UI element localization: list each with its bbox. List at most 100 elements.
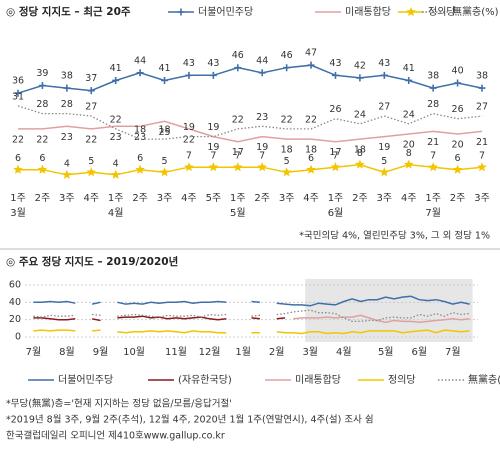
value-label: 28 [427,99,439,110]
x-tick-label: 4주 [181,193,197,204]
x-month-label: 3월 [10,207,26,219]
marker [380,71,388,79]
value-label: 18 [134,125,146,136]
value-label: 22 [281,114,293,125]
x-tick-label: 1주 [108,193,124,204]
x-tick-label: 10월 [123,346,145,358]
value-label: 18 [305,145,317,156]
marker [233,162,243,172]
x-tick-label: 8월 [59,346,75,358]
value-label: 7 [235,151,241,162]
x-tick-label: 4주 [303,193,319,204]
legend-marker [406,7,416,17]
value-label: 23 [110,132,122,143]
value-label: 24 [403,109,415,120]
marker [86,167,97,177]
x-tick-label: 1주 [10,193,26,204]
marker [159,167,170,177]
value-label: 6 [137,153,143,164]
value-label: 7 [430,151,436,162]
x-tick-label: 1월 [235,346,251,358]
marker [87,87,95,95]
value-label: 17 [232,147,244,158]
marker [257,162,267,172]
x-tick-label: 3월 [302,346,318,358]
legend-label: 정의당 [388,374,416,386]
x-tick-label: 2주 [35,193,51,204]
legend-label: 無黨층(%) [468,373,500,386]
value-label: 38 [476,71,488,82]
value-label: 7 [186,151,192,162]
x-month-label: 6월 [328,207,344,219]
value-label: 4 [113,158,119,169]
value-label: 21 [476,137,488,148]
value-label: 19 [256,142,268,153]
marker [258,69,266,77]
marker [184,162,194,172]
marker [38,82,46,90]
value-label: 5 [162,156,168,167]
value-label: 4 [64,158,70,169]
value-label: 43 [207,58,219,69]
marker [161,76,169,84]
marker [136,69,144,77]
value-label: 6 [39,153,45,164]
x-month-label: 4월 [108,207,124,219]
marker [356,74,364,82]
chart-title: ◎ 주요 정당 지지도 – 2019/2020년 [6,255,178,268]
value-label: 43 [329,58,341,69]
value-label: 18 [158,125,170,136]
marker [63,84,71,92]
legend-label: 미래통합당 [295,374,341,386]
value-label: 22 [183,134,195,145]
value-label: 20 [403,140,415,151]
value-label: 38 [61,71,73,82]
value-label: 41 [110,63,122,74]
marker [331,71,339,79]
value-label: 31 [12,91,24,102]
marker [452,164,463,174]
value-label: 19 [207,142,219,153]
value-label: 27 [476,102,488,113]
x-tick-label: 6월 [411,346,427,358]
x-tick-label: 4주 [401,193,417,204]
x-tick-label: 5주 [206,193,222,204]
legend-label: 더불어민주당 [58,374,113,386]
marker [234,64,242,72]
x-tick-label: 4주 [83,193,99,204]
value-label: 38 [427,71,439,82]
x-tick-label: 2월 [269,346,285,358]
marker [307,61,315,69]
value-label: 7 [479,151,485,162]
y-tick-label: 40 [9,297,21,308]
legend-label: 無黨층(%) [452,5,499,18]
x-tick-label: 9월 [93,346,109,358]
value-label: 37 [85,73,97,84]
note: *무당(無黨)층='현재 지지하는 정당 없음/모름/응답거절' [6,398,232,410]
x-tick-label: 2주 [132,193,148,204]
value-label: 18 [281,145,293,156]
marker [281,167,292,177]
y-tick-label: 60 [9,280,21,291]
value-label: 6 [455,153,461,164]
x-tick-label: 2주 [450,193,466,204]
marker [283,64,291,72]
value-label: 44 [256,55,268,66]
value-label: 42 [354,60,366,71]
legend-label: (자유한국당) [178,374,232,386]
marker [208,162,219,172]
marker [14,89,22,97]
x-tick-label: 3주 [59,193,75,204]
value-label: 5 [284,156,290,167]
value-label: 26 [452,104,464,115]
legend-label: 더불어민주당 [198,6,253,18]
value-label: 39 [36,68,48,79]
value-label: 28 [61,99,73,110]
value-label: 22 [36,134,48,145]
marker [185,71,193,79]
legend-label: 미래통합당 [345,6,391,18]
value-label: 41 [403,63,415,74]
value-label: 27 [378,102,390,113]
value-label: 47 [305,48,317,59]
value-label: 7 [210,151,216,162]
